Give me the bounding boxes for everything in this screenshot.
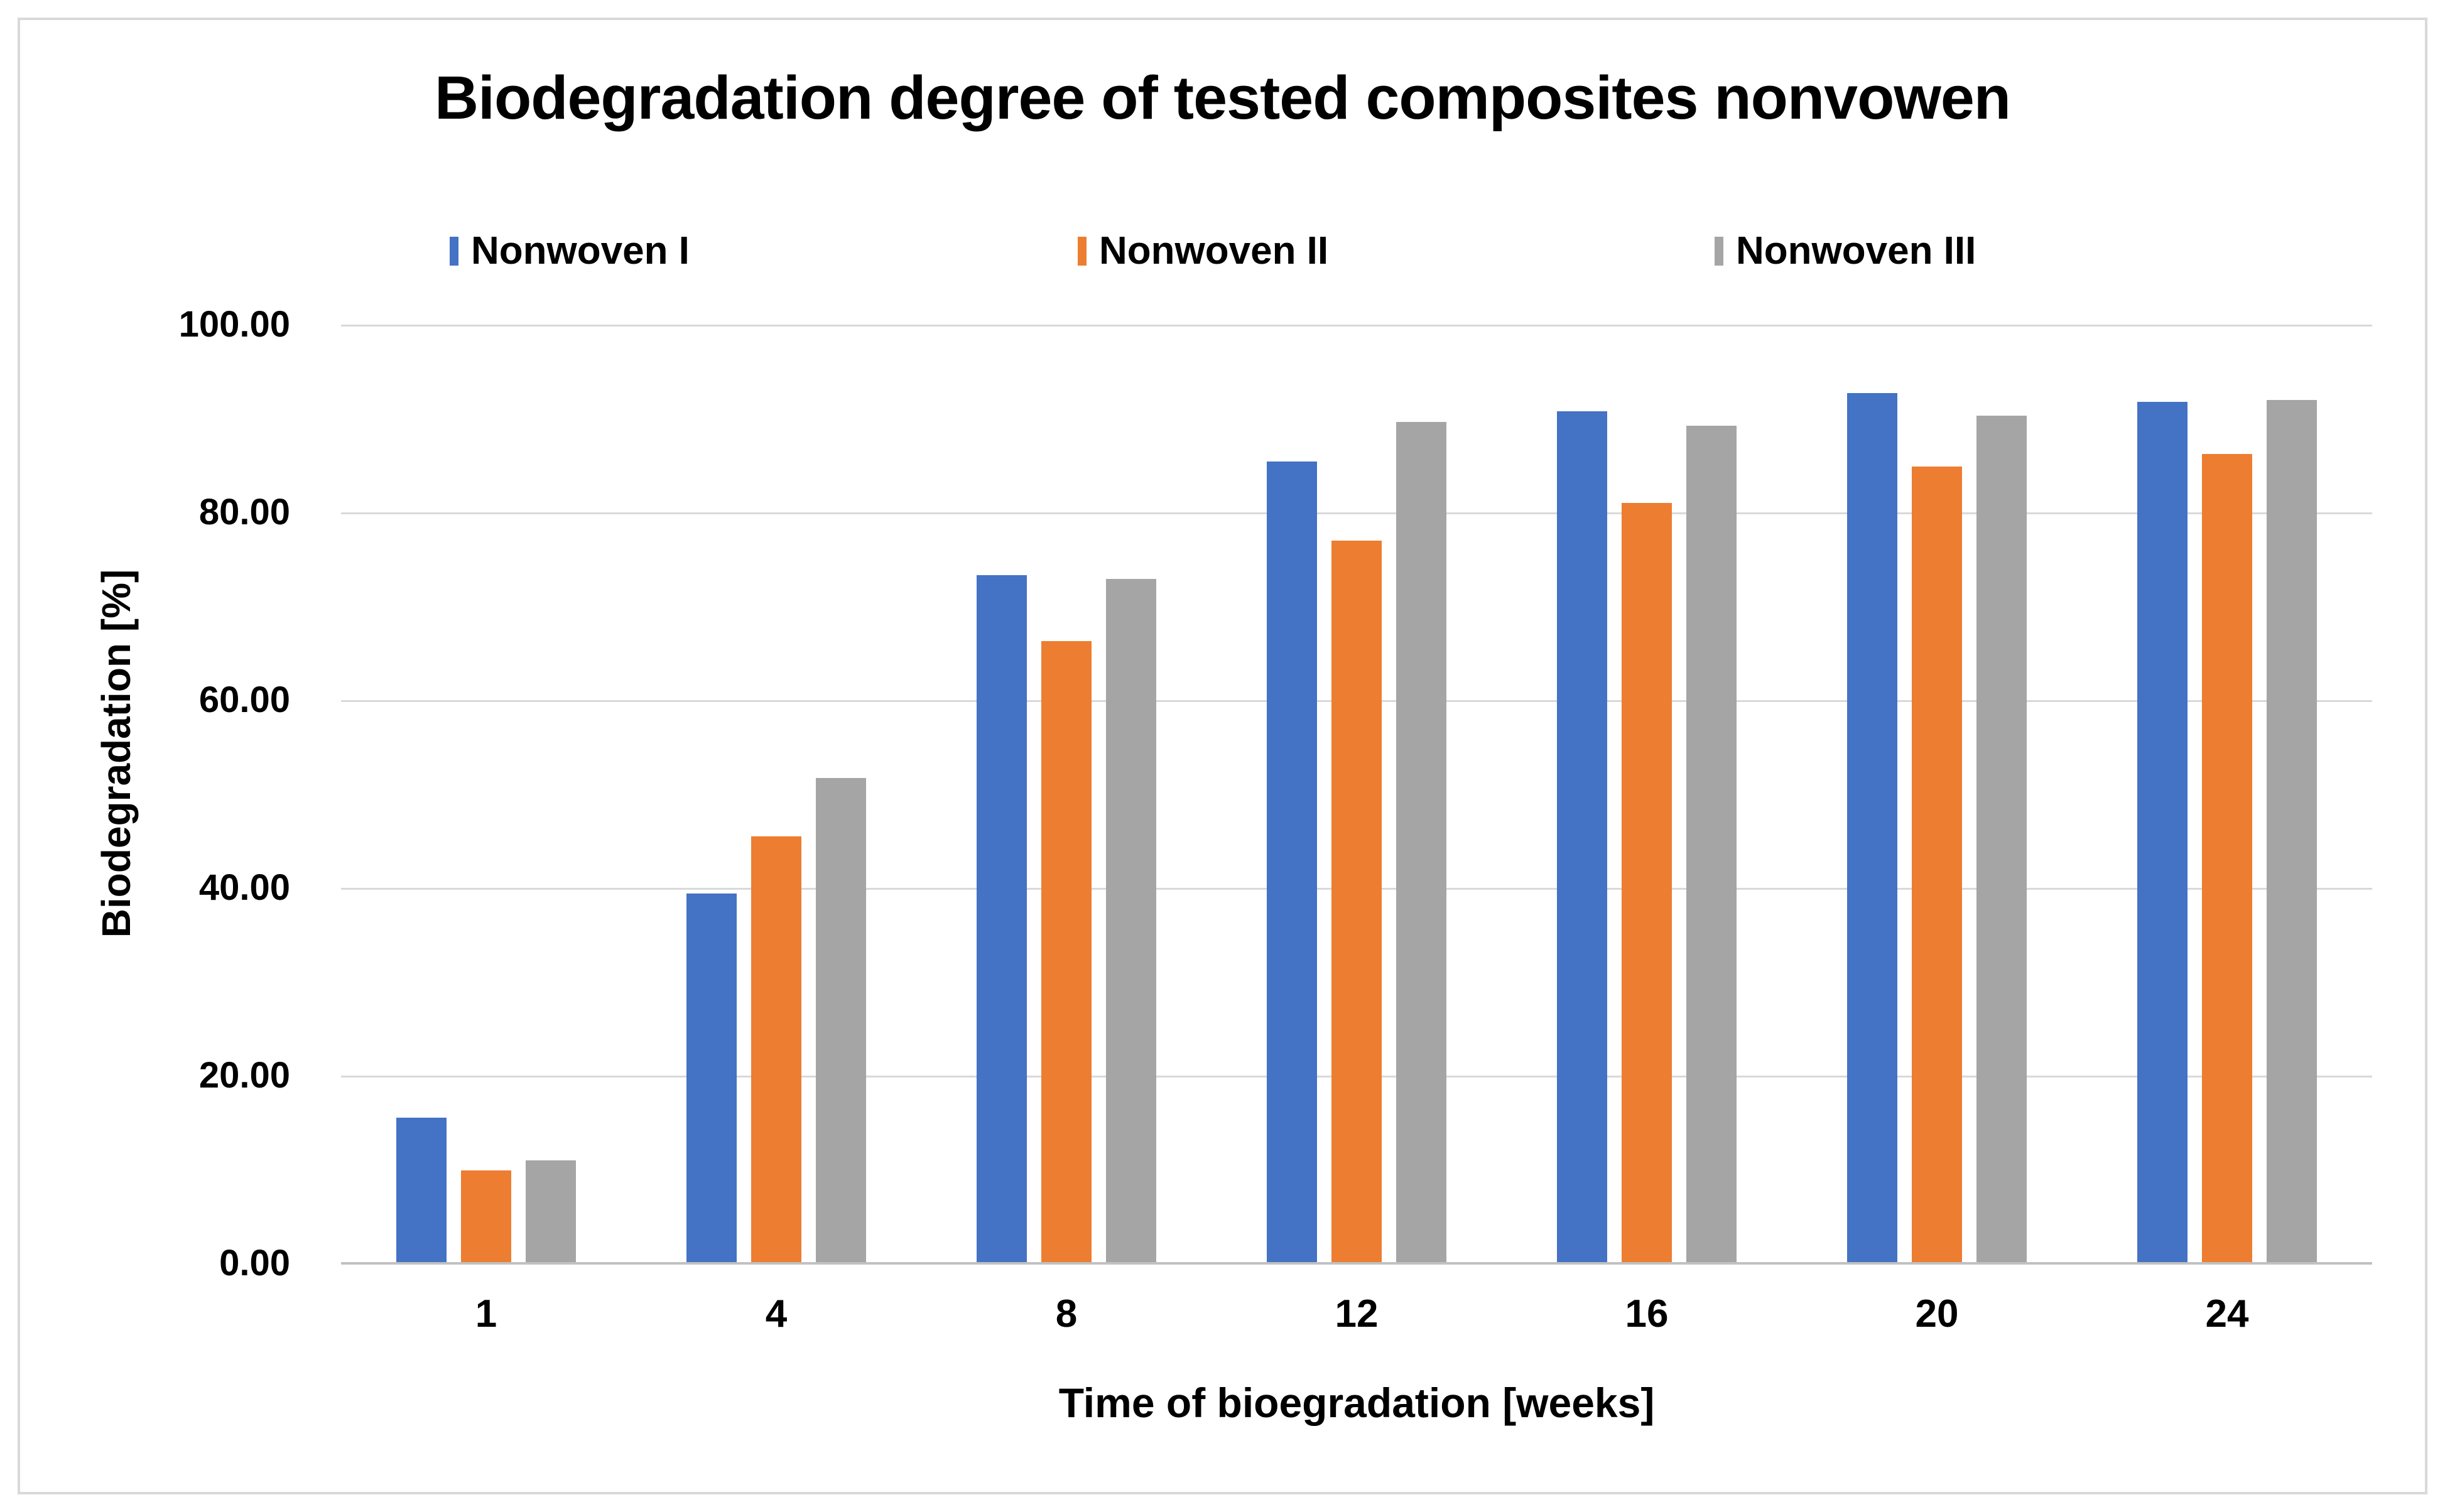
legend-item-3: Nonwoven III (1715, 231, 1976, 271)
bar-series-1-week-4 (686, 893, 737, 1263)
y-tick-label: 20.00 (198, 1055, 290, 1096)
bar-series-3-week-16 (1686, 426, 1737, 1263)
bar-group-week-1 (341, 325, 631, 1263)
y-tick-label: 40.00 (198, 867, 290, 908)
x-tick-label: 16 (1625, 1292, 1669, 1336)
legend-item-2: Nonwoven II (1078, 231, 1328, 271)
bar-series-1-week-1 (396, 1118, 447, 1263)
bar-group-week-20 (1792, 325, 2082, 1263)
legend-label: Nonwoven I (471, 229, 690, 273)
bar-series-3-week-24 (2267, 399, 2317, 1263)
chart-title: Biodegradation degree of tested composit… (434, 63, 2011, 132)
x-tick-label: 20 (1915, 1292, 1959, 1336)
plot-area (341, 325, 2372, 1265)
legend-marker-icon (1715, 237, 1723, 266)
bar-series-1-week-12 (1267, 462, 1317, 1263)
y-tick-label: 60.00 (198, 679, 290, 720)
legend-label: Nonwoven II (1099, 229, 1329, 273)
legend-item-1: Nonwoven I (450, 231, 690, 271)
legend-marker-icon (1078, 237, 1087, 266)
gridline (341, 512, 2372, 514)
bar-group-week-24 (2082, 325, 2372, 1263)
bar-series-3-week-8 (1106, 579, 1156, 1263)
bar-series-2-week-24 (2202, 454, 2252, 1263)
bar-group-week-4 (631, 325, 921, 1263)
bar-series-3-week-4 (816, 778, 866, 1263)
gridline (341, 325, 2372, 327)
x-axis-line (341, 1262, 2372, 1265)
x-tick-label: 8 (1055, 1292, 1078, 1336)
bar-series-1-week-8 (977, 575, 1027, 1263)
y-tick-label: 80.00 (198, 492, 290, 532)
bar-series-2-week-20 (1912, 466, 1962, 1263)
y-tick-label: 0.00 (219, 1243, 290, 1283)
bar-series-3-week-12 (1396, 422, 1446, 1263)
bar-series-3-week-1 (526, 1160, 576, 1263)
x-tick-label: 24 (2205, 1292, 2249, 1336)
y-tick-label: 100.00 (178, 304, 290, 345)
bar-series-2-week-4 (751, 836, 801, 1263)
x-axis-title: Time of bioegradation [weeks] (1058, 1380, 1655, 1426)
bar-series-2-week-16 (1622, 503, 1672, 1263)
bar-group-week-8 (921, 325, 1212, 1263)
legend-label: Nonwoven III (1736, 229, 1976, 273)
bar-series-1-week-16 (1557, 411, 1607, 1263)
legend: Nonwoven I Nonwoven II Nonwoven III (0, 231, 2445, 271)
x-tick-label: 12 (1335, 1292, 1379, 1336)
x-tick-label: 4 (765, 1292, 788, 1336)
bar-series-2-week-1 (461, 1170, 511, 1263)
x-tick-label: 1 (475, 1292, 497, 1336)
bar-group-week-16 (1502, 325, 1792, 1263)
bar-series-2-week-8 (1041, 640, 1092, 1263)
bar-series-3-week-20 (1976, 416, 2027, 1263)
bar-series-1-week-24 (2137, 401, 2187, 1263)
legend-marker-icon (450, 237, 458, 266)
bar-group-week-12 (1212, 325, 1502, 1263)
bar-groups-layer (341, 325, 2372, 1263)
bar-series-1-week-20 (1847, 393, 1897, 1263)
bar-series-2-week-12 (1331, 540, 1382, 1263)
